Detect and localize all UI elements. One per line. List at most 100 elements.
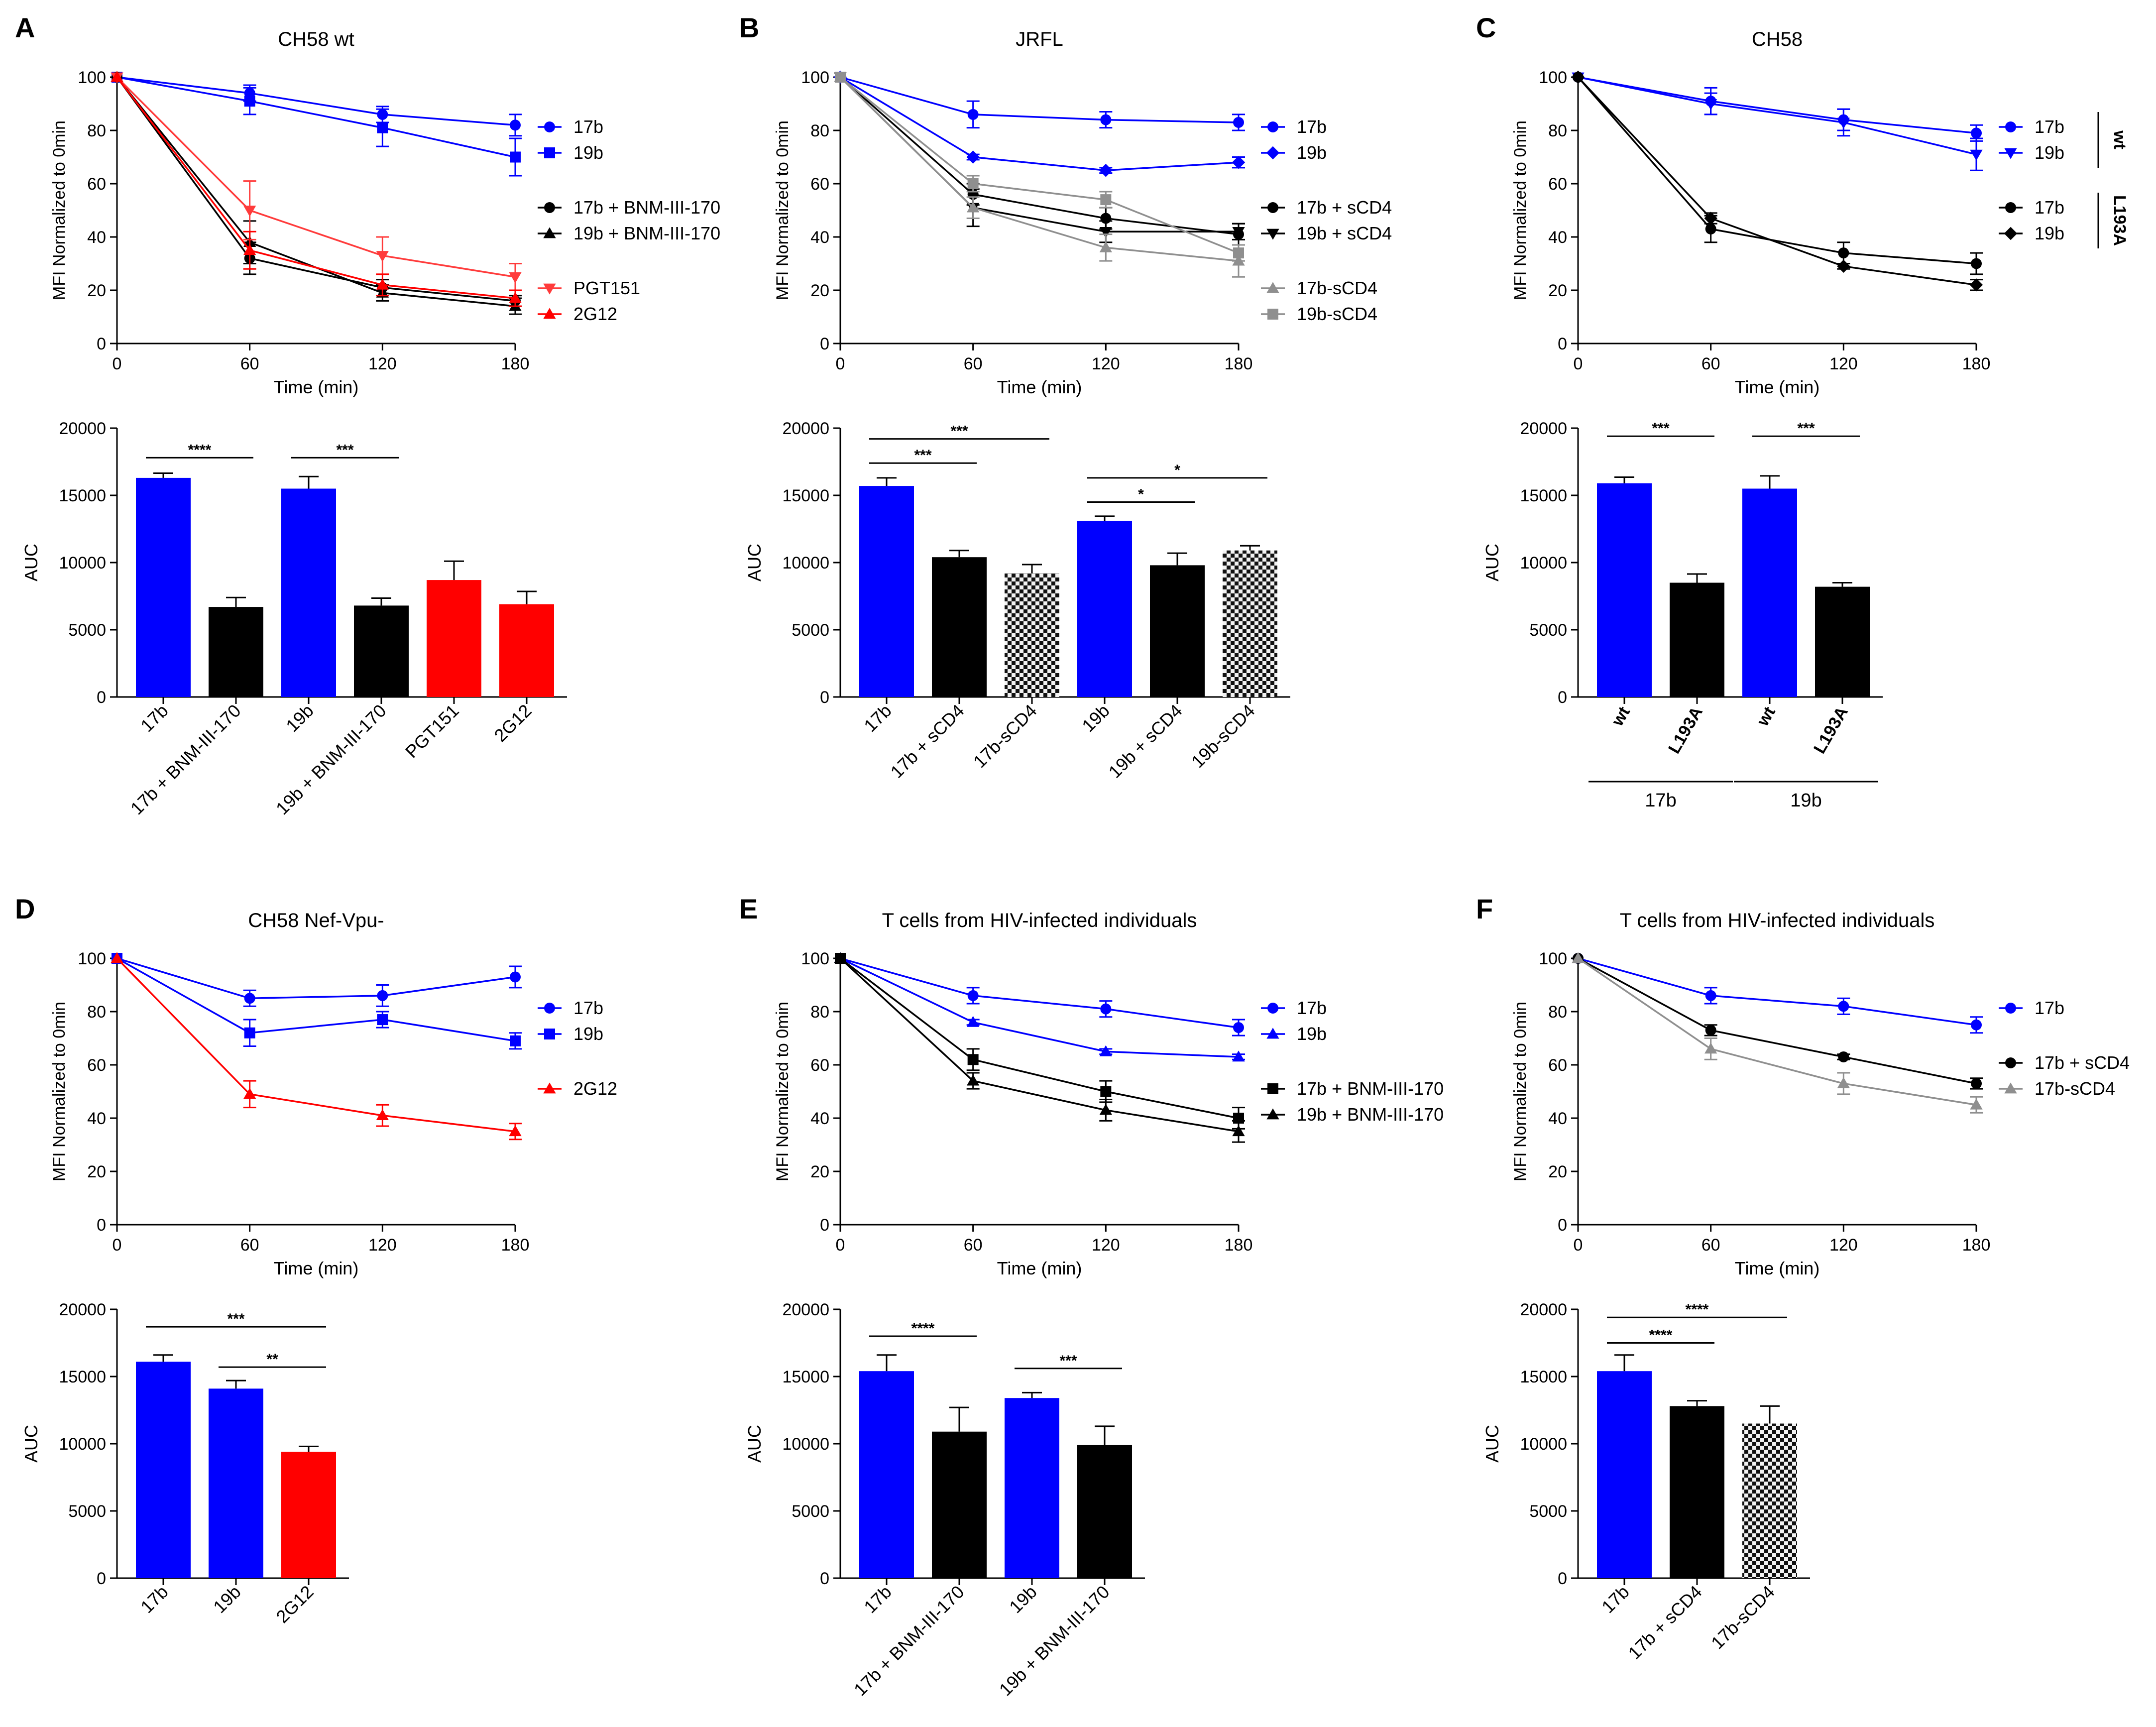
x-axis-label: Time (min)	[274, 1258, 359, 1278]
x-tick-label: 180	[1962, 1236, 1991, 1255]
x-tick-label: wt	[1608, 703, 1634, 730]
y-tick-label: 100	[78, 949, 106, 968]
y-tick-label: 60	[87, 1056, 106, 1075]
legend-label: 19b	[2035, 142, 2064, 163]
y-tick-label: 80	[1548, 1003, 1567, 1022]
group-label: 17b	[1645, 790, 1676, 811]
legend-marker	[544, 121, 555, 132]
legend-marker	[2004, 227, 2018, 240]
data-point	[1971, 1078, 1982, 1089]
x-tick-label: 180	[1225, 354, 1253, 373]
y-tick-label: 20000	[782, 1300, 829, 1319]
bar-0	[859, 486, 914, 697]
x-tick-label: 17b-sCD4	[969, 700, 1041, 772]
x-tick-label: wt	[1753, 703, 1779, 730]
data-point	[243, 244, 256, 255]
series-line-1	[840, 957, 1239, 1058]
legend-marker	[2004, 1082, 2017, 1094]
y-tick-label: 0	[820, 1216, 829, 1235]
data-point	[1704, 212, 1717, 225]
legend-marker	[544, 147, 555, 158]
y-tick-label: 0	[97, 1569, 106, 1588]
y-tick-label: 20000	[59, 1300, 106, 1319]
bar-3	[1077, 1445, 1132, 1578]
data-point	[1838, 1001, 1849, 1012]
significance-label: ****	[1686, 1301, 1709, 1318]
y-tick-label: 100	[1539, 68, 1567, 87]
bar-2	[281, 1452, 336, 1578]
legend-label: 19b	[1297, 1024, 1327, 1044]
x-tick-label: 17b-sCD4	[1707, 1582, 1779, 1653]
data-point	[1232, 227, 1245, 238]
data-point	[1571, 70, 1585, 84]
panel-D-line-chart: 0 20 40 60 80 100 0 60 120 180 Time (min) MFI Norma…	[50, 949, 617, 1278]
panel-D-title: CH58 Nef-Vpu-	[248, 910, 384, 931]
data-point	[1099, 227, 1112, 238]
legend-marker	[1267, 1083, 1278, 1094]
significance-label: ****	[188, 442, 212, 458]
data-point	[1838, 247, 1849, 259]
y-tick-label: 0	[1558, 1216, 1567, 1235]
x-tick-label: 17b + sCD4	[1624, 1582, 1706, 1663]
y-tick-label: 5000	[68, 1502, 106, 1521]
data-point	[510, 119, 521, 131]
x-tick-label: 19b	[209, 1582, 244, 1617]
y-tick-label: 0	[820, 1569, 829, 1588]
x-tick-label: 2G12	[272, 1582, 317, 1627]
bar-1	[932, 557, 987, 697]
significance-label: ***	[1059, 1353, 1077, 1369]
significance-label: ****	[1649, 1327, 1673, 1344]
x-tick-label: 120	[1092, 354, 1120, 373]
significance-label: ***	[950, 423, 968, 440]
y-axis-label: AUC	[1482, 544, 1502, 581]
data-point	[111, 952, 123, 963]
y-tick-label: 60	[810, 1056, 829, 1075]
data-point	[1099, 241, 1112, 252]
y-tick-label: 15000	[1520, 486, 1567, 505]
y-tick-label: 20	[810, 281, 829, 300]
y-tick-label: 20000	[782, 419, 829, 438]
legend-marker	[1266, 1028, 1279, 1039]
legend-label: 2G12	[573, 304, 617, 324]
x-tick-label: 180	[501, 354, 530, 373]
legend-marker	[2005, 121, 2016, 132]
y-tick-label: 100	[1539, 949, 1567, 968]
y-tick-label: 10000	[782, 554, 829, 573]
data-point	[376, 278, 389, 290]
y-tick-label: 10000	[782, 1435, 829, 1454]
significance-label: ****	[911, 1320, 935, 1337]
legend: 17b 19b 17b + sCD4 19b + sCD4 17b-sCD4 19b-sC…	[1261, 116, 1392, 324]
y-tick-label: 80	[810, 121, 829, 140]
bar-4	[1150, 565, 1205, 697]
legend-marker	[1267, 309, 1278, 320]
significance-label: ***	[336, 442, 353, 458]
y-tick-label: 20	[87, 281, 106, 300]
series-line-0	[116, 76, 516, 126]
panel-A-letter: A	[15, 12, 35, 43]
bar-1	[932, 1431, 987, 1578]
y-tick-label: 20000	[59, 419, 106, 438]
legend: 17b 19b 2G12	[538, 998, 617, 1099]
y-tick-label: 60	[87, 175, 106, 194]
data-point	[376, 251, 389, 262]
legend-marker	[1266, 1108, 1279, 1120]
legend-label: 19b + BNM-III-170	[573, 223, 720, 243]
group-label: 19b	[1790, 790, 1821, 811]
data-point	[967, 178, 979, 189]
legend-label: 17b + BNM-III-170	[1297, 1078, 1444, 1099]
data-point	[1099, 1045, 1112, 1056]
data-point	[1971, 258, 1982, 269]
significance-label: ***	[227, 1311, 244, 1327]
bar-2	[1742, 488, 1797, 697]
data-point	[967, 109, 979, 120]
y-tick-label: 5000	[68, 621, 106, 640]
data-point	[834, 952, 847, 963]
legend-label: 17b	[2035, 197, 2064, 218]
data-point	[377, 1014, 388, 1026]
series-line-3	[116, 76, 516, 307]
legend-label: 17b + sCD4	[2035, 1052, 2130, 1073]
data-point	[1233, 1022, 1244, 1034]
data-point	[244, 96, 255, 107]
